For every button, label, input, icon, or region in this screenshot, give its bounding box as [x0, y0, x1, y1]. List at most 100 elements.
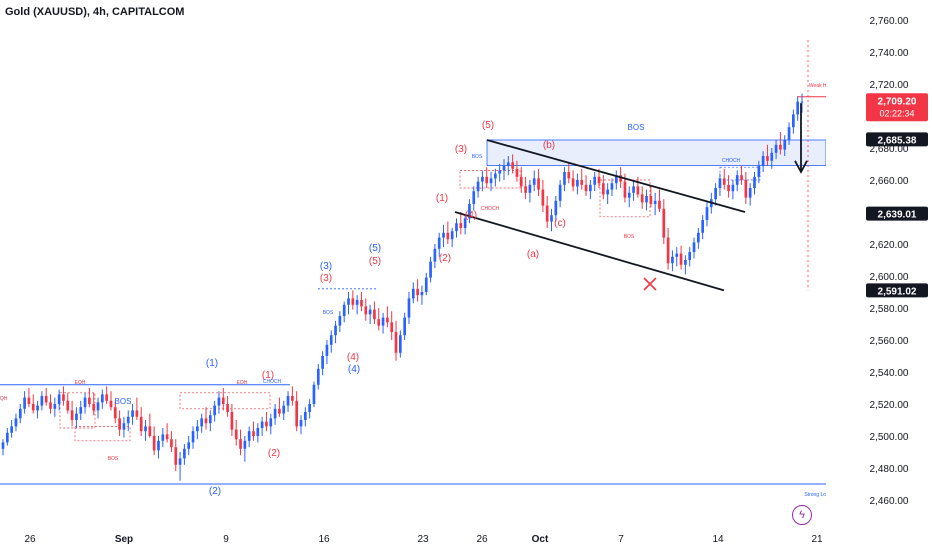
candle-body	[485, 176, 489, 184]
candle-body	[627, 192, 631, 198]
candle-body	[489, 178, 493, 184]
x-tick-label: 26	[476, 534, 488, 545]
candle-body	[273, 408, 277, 419]
candle-body	[329, 335, 333, 345]
candle-body	[347, 298, 350, 305]
candle-body	[394, 332, 398, 353]
candle-body	[446, 232, 450, 240]
candle-body	[524, 186, 527, 193]
candle-body	[688, 252, 692, 260]
candle-body	[511, 162, 514, 169]
candle-body	[360, 300, 363, 307]
y-tick-label: 2,560.00	[870, 336, 909, 347]
candle-body	[278, 408, 281, 414]
price-axis[interactable]	[826, 0, 932, 526]
candle-body	[537, 178, 540, 190]
candle-body	[532, 178, 536, 185]
candle-body	[139, 416, 143, 432]
candle-body	[705, 207, 709, 220]
candle-body	[584, 184, 588, 192]
candle-body	[157, 440, 160, 451]
candle-body	[291, 396, 294, 401]
candle-body	[70, 410, 74, 420]
candle-body	[295, 400, 299, 427]
y-tick-label: 2,520.00	[870, 400, 909, 411]
annotation-label: (5)	[369, 256, 381, 267]
candle-body	[113, 407, 117, 419]
annotation-label: CHOCH	[722, 158, 741, 164]
y-tick-label: 2,600.00	[870, 272, 909, 283]
candle-body	[653, 200, 657, 204]
candle-body	[217, 397, 221, 406]
candle-body	[567, 172, 571, 179]
annotation-label: CHOCH	[263, 379, 282, 385]
annotation-label: (5)	[482, 120, 494, 131]
candle-body	[640, 194, 644, 203]
chart-title: Gold (XAUUSD), 4h, CAPITALCOM	[5, 6, 185, 18]
candle-body	[666, 237, 670, 264]
candle-body	[740, 175, 743, 180]
annotation-label: EQH	[237, 380, 248, 386]
candle-body	[800, 101, 804, 103]
level-a-badge-text: 2,685.38	[878, 135, 917, 146]
candle-body	[334, 325, 337, 336]
candle-body	[735, 175, 739, 185]
bos-zone	[486, 139, 827, 167]
candle-body	[684, 260, 687, 265]
annotation-label: (4)	[347, 352, 359, 363]
candle-body	[748, 188, 752, 198]
candle-body	[308, 404, 311, 412]
candle-body	[766, 156, 769, 161]
candle-body	[623, 181, 627, 198]
annotation-label: BOS	[472, 154, 483, 160]
candle-body	[455, 223, 458, 232]
lightning-icon[interactable]: ϟ	[792, 505, 812, 525]
candle-body	[191, 431, 195, 443]
level-b-badge-text: 2,639.01	[878, 210, 917, 221]
candle-body	[96, 402, 100, 411]
candle-body	[53, 404, 57, 409]
down-arrow-head	[794, 160, 808, 174]
annotation-label: Strong Low	[804, 492, 830, 498]
candle-body	[161, 434, 165, 441]
y-tick-label: 2,580.00	[870, 304, 909, 315]
candle-body	[506, 162, 510, 166]
time-axis[interactable]	[0, 526, 932, 550]
candle-body	[472, 191, 476, 204]
candle-body	[787, 127, 791, 140]
candle-body	[183, 448, 186, 459]
candle-body	[386, 317, 389, 323]
candle-body	[774, 144, 778, 153]
candle-body	[36, 405, 39, 411]
candle-body	[576, 180, 579, 187]
candle-body	[770, 152, 774, 161]
candle-body	[658, 200, 661, 209]
candle-body	[442, 232, 445, 238]
candle-body	[519, 176, 523, 187]
candle-body	[256, 428, 260, 436]
annotation-label: (a)	[527, 249, 539, 260]
candle-body	[792, 114, 795, 128]
candle-body	[282, 405, 286, 414]
candle-body	[204, 418, 208, 424]
candle-body	[403, 317, 406, 336]
annotation-label: (c)	[554, 218, 566, 229]
candle-body	[399, 335, 402, 353]
candle-body	[649, 196, 653, 204]
annotation-label: (4)	[465, 210, 477, 221]
candle-body	[40, 396, 44, 406]
candle-body	[515, 168, 519, 177]
annotation-label: (1)	[436, 193, 448, 204]
candle-body	[118, 418, 121, 430]
annotation-label: BOS	[323, 310, 334, 316]
candle-body	[109, 400, 113, 408]
candle-body	[226, 404, 229, 412]
candle-body	[243, 440, 247, 449]
candle-body	[14, 418, 18, 427]
candle-body	[541, 189, 545, 206]
annotation-label: EQH	[0, 396, 8, 402]
candle-body	[420, 292, 424, 296]
candle-body	[286, 396, 290, 406]
y-tick-label: 2,500.00	[870, 432, 909, 443]
